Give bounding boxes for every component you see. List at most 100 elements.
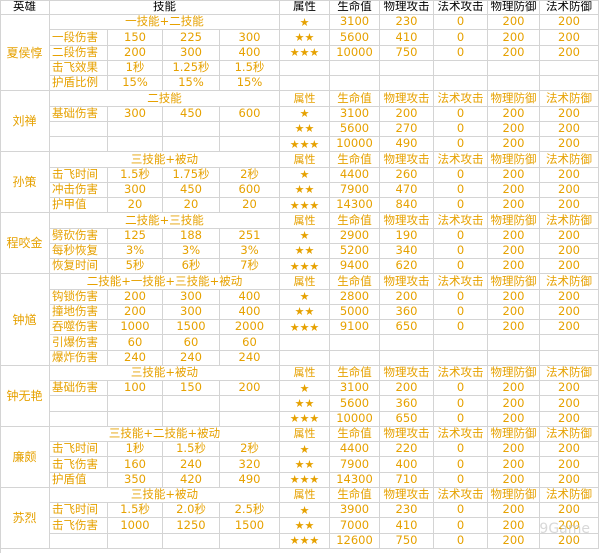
stat-magic-defense: 200 — [540, 106, 599, 122]
stat-magic-defense: 200 — [540, 182, 599, 198]
stat-hp: 12600 — [330, 533, 380, 549]
stat-physical-attack: 物理攻击 — [380, 426, 434, 442]
skill-level-1-value — [108, 533, 163, 549]
skill-level-2-value: 188 — [163, 228, 220, 244]
skill-level-1-value — [108, 396, 163, 412]
skill-name: 一段伤害 — [50, 30, 108, 46]
skill-level-3-value: 1.5秒 — [220, 60, 280, 76]
hero-name: 苏烈 — [0, 487, 50, 549]
skill-level-3-value: 600 — [220, 106, 280, 122]
stat-physical-attack: 750 — [380, 533, 434, 549]
skill-level-2-value — [163, 411, 220, 427]
header-hp: 生命值 — [330, 0, 380, 15]
skill-name: 护盾比例 — [50, 76, 108, 92]
stat-physical-defense: 200 — [488, 381, 540, 397]
stat-physical-defense: 200 — [488, 457, 540, 473]
skill-section-title: 二技能 — [50, 91, 280, 107]
stat-physical-defense: 200 — [488, 396, 540, 412]
skill-level-2-value: 1500 — [163, 320, 220, 336]
stat-hp: 2900 — [330, 228, 380, 244]
attr-star-rating: ★★ — [280, 30, 330, 46]
stat-physical-defense: 物理防御 — [488, 91, 540, 107]
stat-magic-defense: 200 — [540, 381, 599, 397]
stat-magic-attack: 法术攻击 — [434, 426, 488, 442]
skill-level-3-value: 2秒 — [220, 442, 280, 458]
stat-hp: 5000 — [330, 304, 380, 320]
stat-magic-attack: 法术攻击 — [434, 274, 488, 290]
stat-physical-defense: 200 — [488, 243, 540, 259]
skill-level-3-value: 490 — [220, 472, 280, 488]
skill-level-1-value: 1000 — [108, 518, 163, 534]
skill-name: 撞地伤害 — [50, 304, 108, 320]
skill-name: 击飞伤害 — [50, 518, 108, 534]
skill-level-2-value: 60 — [163, 335, 220, 351]
stat-physical-defense: 200 — [488, 442, 540, 458]
skill-level-1-value: 5秒 — [108, 259, 163, 275]
stat-magic-attack: 0 — [434, 457, 488, 473]
stat-physical-attack: 650 — [380, 320, 434, 336]
skill-name: 二段伤害 — [50, 45, 108, 61]
skill-level-1-value: 200 — [108, 289, 163, 305]
skill-level-2-value: 300 — [163, 304, 220, 320]
skill-name: 爆炸伤害 — [50, 350, 108, 366]
skill-level-2-value: 6秒 — [163, 259, 220, 275]
skill-level-2-value: 2.0秒 — [163, 503, 220, 519]
stat-hp: 3100 — [330, 15, 380, 31]
skill-level-2-value: 450 — [163, 182, 220, 198]
stat-hp: 3900 — [330, 503, 380, 519]
skill-name: 吞噬伤害 — [50, 320, 108, 336]
stat-magic-attack: 0 — [434, 243, 488, 259]
stat-magic-attack: 法术攻击 — [434, 91, 488, 107]
attr-star-rating: 属性 — [280, 487, 330, 503]
stat-physical-attack: 260 — [380, 167, 434, 183]
stat-hp: 4400 — [330, 442, 380, 458]
header-matk: 法术攻击 — [434, 0, 488, 15]
stat-magic-attack: 0 — [434, 289, 488, 305]
stat-magic-defense: 200 — [540, 503, 599, 519]
stat-physical-attack: 物理攻击 — [380, 91, 434, 107]
attr-star-rating: ★★★ — [280, 320, 330, 336]
attr-star-rating: ★★ — [280, 182, 330, 198]
skill-level-2-value: 240 — [163, 350, 220, 366]
stat-magic-defense: 200 — [540, 137, 599, 153]
skill-section-title: 一技能+二技能 — [50, 15, 280, 31]
stat-physical-defense: 200 — [488, 137, 540, 153]
skill-name: 恢复时间 — [50, 259, 108, 275]
skill-name: 击飞时间 — [50, 503, 108, 519]
stat-magic-attack: 0 — [434, 518, 488, 534]
attr-star-rating — [280, 350, 330, 366]
stat-magic-defense: 200 — [540, 457, 599, 473]
skill-level-2-value: 1.5秒 — [163, 442, 220, 458]
skill-level-2-value — [163, 137, 220, 153]
stat-magic-attack — [434, 60, 488, 76]
skill-name: 击飞效果 — [50, 60, 108, 76]
skill-level-1-value: 1000 — [108, 320, 163, 336]
stat-physical-attack: 270 — [380, 121, 434, 137]
attr-star-rating: ★ — [280, 442, 330, 458]
stat-physical-attack: 410 — [380, 30, 434, 46]
skill-level-2-value: 450 — [163, 106, 220, 122]
hero-name: 孙策 — [0, 152, 50, 214]
stat-physical-attack: 220 — [380, 442, 434, 458]
skill-level-3-value: 60 — [220, 335, 280, 351]
stat-magic-attack: 0 — [434, 45, 488, 61]
stat-physical-attack: 650 — [380, 411, 434, 427]
skill-level-1-value: 1.5秒 — [108, 503, 163, 519]
skill-level-1-value: 160 — [108, 457, 163, 473]
skill-level-1-value: 240 — [108, 350, 163, 366]
attr-star-rating: ★ — [280, 289, 330, 305]
skill-level-3-value — [220, 396, 280, 412]
skill-level-3-value: 2000 — [220, 320, 280, 336]
stat-physical-defense: 200 — [488, 167, 540, 183]
skill-level-3-value: 2秒 — [220, 167, 280, 183]
skill-level-1-value — [108, 411, 163, 427]
stat-magic-attack — [434, 335, 488, 351]
stat-physical-defense: 200 — [488, 289, 540, 305]
stat-magic-defense: 200 — [540, 518, 599, 534]
stat-magic-defense: 200 — [540, 472, 599, 488]
stat-physical-defense — [488, 76, 540, 92]
stat-physical-defense: 200 — [488, 472, 540, 488]
skill-level-3-value: 1500 — [220, 518, 280, 534]
stat-physical-defense — [488, 335, 540, 351]
